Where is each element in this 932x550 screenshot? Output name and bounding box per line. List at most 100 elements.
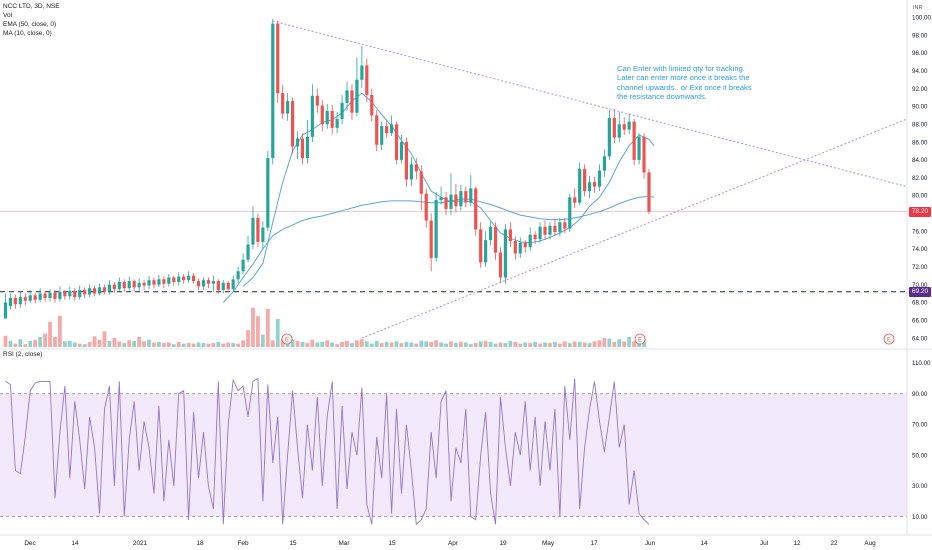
volume-bar [211,343,216,347]
x-tick-label: 12 [793,540,801,547]
volume-bar [152,342,156,347]
candle-body [587,182,592,192]
earnings-marker-label: E [887,338,891,344]
candle-body [8,298,13,307]
symbol-title[interactable]: NCC LTD, 3D, NSE [3,3,60,10]
candle-body [513,240,517,254]
price-tick-label: 72.00 [912,264,928,271]
candle-body [147,280,151,286]
support-trendline [361,118,908,339]
x-tick-label: 14 [700,540,708,547]
volume-bar [444,343,448,347]
candle-body [191,275,196,282]
volume-bar [3,335,8,347]
volume-bar [518,343,523,347]
volume-bar [112,338,117,347]
earnings-marker-icon [281,333,293,345]
earnings-marker-icon [883,333,895,345]
volume-bar [543,342,547,347]
candle-body [454,194,458,207]
x-tick-label: Feb [237,540,248,547]
candle-body [508,229,512,241]
volume-bar [478,341,483,347]
last-price-tag: 78.20 [909,206,931,217]
candle-body [360,65,364,80]
volume-bar [176,341,181,347]
volume-bar [562,341,567,347]
volume-bar [72,342,77,347]
candle-body [404,142,409,180]
rsi-tick-label: 50.00 [912,452,928,459]
volume-bar [449,341,453,347]
price-tick-label: 90.00 [912,104,928,111]
candle-body [355,79,359,113]
candle-body [553,225,557,233]
volume-bar [572,341,577,347]
volume-bar [290,339,295,347]
volume-bar [325,340,330,347]
rsi-legend[interactable]: RSI (2, close) [3,351,43,358]
earnings-marker-label: E [285,338,289,344]
volume-bar [67,340,72,347]
candle-body [305,136,310,159]
candle-body [256,217,260,242]
ema-legend[interactable]: EMA (50, close, 0) [3,21,57,28]
candle-body [226,282,230,290]
volume-bar [627,336,632,347]
price-tick-label: 88.00 [912,121,928,128]
volume-bar [117,341,122,347]
volume-bar [364,341,369,347]
price-tick-label: 70.00 [912,282,928,289]
candle-body [627,121,631,130]
candle-body [419,171,423,194]
candle-body [231,279,235,290]
rsi-band [0,393,907,517]
candle-body [642,136,646,173]
volume-bar [602,338,607,347]
volume-bar [171,344,176,347]
price-tick-label: 74.00 [912,246,928,253]
candle-body [350,90,354,113]
volume-bar [137,336,142,347]
candle-body [647,172,651,212]
volume-bar [429,341,434,347]
rsi-pane[interactable] [0,377,907,526]
ma-legend[interactable]: MA (10, close, 0) [3,30,52,37]
volume-bar [622,341,627,347]
rsi-line [5,377,650,526]
volume-bar [102,331,107,347]
candle-body [211,281,215,284]
volume-bar [404,341,409,347]
candle-body [122,281,126,289]
candle-body [563,222,567,229]
candle-body [330,110,334,128]
x-tick-label: 15 [289,540,297,547]
candle-body [187,275,191,281]
volume-bar [191,343,196,347]
candle-body [612,118,616,138]
vol-legend[interactable]: Vol [3,12,13,19]
volume-bar [315,342,320,347]
volume-bar [280,338,285,347]
volume-bar [58,315,62,347]
ma10-line [242,92,655,287]
x-tick-label: 17 [590,540,598,547]
trade-annotation: Can Enter with limited qty for tracking.… [617,64,767,101]
candle-body [33,295,37,300]
volume-bar [399,343,404,347]
candle-body [236,271,240,280]
candle-body [325,110,329,125]
volume-bar [374,340,379,347]
volume-bar [48,321,52,347]
candle-body [48,292,52,298]
volume-bar [409,342,414,347]
candle-body [68,290,72,297]
price-tick-label: 94.00 [912,68,928,75]
price-tick-label: 92.00 [912,86,928,93]
candle-body [444,197,448,209]
volume-bar [493,343,498,347]
rsi-tick-label: 30.00 [912,483,928,490]
